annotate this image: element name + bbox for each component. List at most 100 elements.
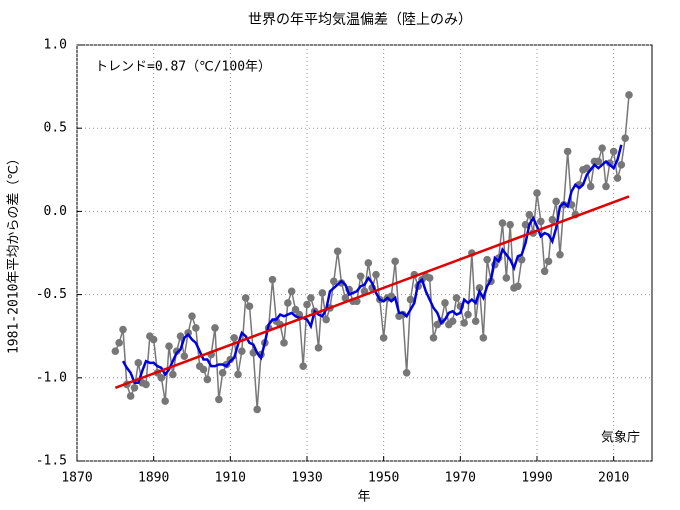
data-point (429, 334, 438, 342)
data-point (460, 319, 468, 327)
data-point (188, 312, 196, 321)
data-point (441, 299, 449, 307)
data-point (471, 317, 480, 326)
data-point (287, 287, 296, 296)
data-point (613, 174, 622, 182)
data-point (540, 267, 549, 276)
data-point (356, 272, 365, 281)
x-tick-label: 1970 (445, 471, 476, 486)
data-point (425, 274, 434, 282)
data-point (226, 355, 235, 364)
data-point (341, 294, 350, 302)
data-point (192, 324, 200, 332)
x-axis-label: 年 (357, 490, 370, 505)
data-point (180, 352, 189, 360)
data-point (134, 359, 143, 367)
x-tick-label: 1990 (521, 471, 552, 486)
data-point (498, 219, 507, 227)
data-point (333, 247, 342, 256)
data-point (119, 325, 127, 334)
data-point (502, 274, 511, 282)
data-point (318, 289, 327, 297)
y-tick-label: 0.5 (44, 121, 67, 136)
data-point (391, 257, 399, 266)
y-tick-label: 0.0 (44, 204, 67, 219)
data-point (537, 217, 545, 226)
data-point (586, 182, 595, 191)
data-point (245, 302, 254, 311)
data-point (203, 375, 212, 384)
data-point (448, 317, 457, 326)
data-point (517, 255, 526, 264)
data-point (552, 197, 560, 206)
data-point (514, 282, 522, 291)
data-point (322, 315, 330, 324)
data-point (330, 277, 338, 286)
data-point (506, 220, 514, 229)
data-point (115, 339, 123, 347)
data-point (617, 161, 626, 169)
annotation: 気象庁 (601, 430, 640, 446)
data-point (406, 295, 415, 304)
y-tick-label: -0.5 (36, 287, 67, 302)
data-point (211, 324, 219, 332)
data-point (583, 164, 591, 172)
data-point (218, 369, 227, 377)
data-point (215, 395, 223, 404)
data-point (299, 362, 307, 370)
data-point (130, 383, 139, 392)
data-point (280, 339, 288, 347)
data-point (172, 347, 181, 355)
x-tick-label: 1890 (138, 471, 169, 486)
series-line (114, 94, 630, 410)
data-point (169, 370, 177, 379)
data-point (372, 270, 380, 279)
x-tick-label: 2010 (598, 471, 629, 486)
data-point (525, 210, 534, 219)
y-tick-label: -1.0 (36, 370, 67, 385)
data-point (161, 397, 169, 405)
y-axis-label: 1981-2010年平均からの差（℃） (7, 152, 22, 354)
data-point (234, 370, 242, 379)
data-point (284, 299, 292, 307)
x-tick-label: 1930 (291, 471, 322, 486)
x-tick-label: 1910 (215, 471, 246, 486)
data-point (594, 157, 603, 166)
data-point (157, 374, 166, 382)
data-point (563, 147, 572, 156)
data-point (111, 347, 120, 355)
data-point (533, 189, 541, 197)
data-point (253, 405, 261, 414)
data-point (307, 294, 315, 302)
data-point (379, 334, 388, 342)
data-point (149, 335, 158, 344)
data-point (475, 284, 484, 292)
data-point (464, 310, 472, 319)
data-point (598, 144, 606, 152)
annotation: トレンド=0.87（℃/100年） (95, 60, 271, 75)
data-point (544, 257, 553, 266)
data-point (126, 392, 135, 400)
data-point (268, 275, 277, 284)
data-point (483, 255, 491, 264)
data-point (238, 347, 246, 355)
y-tick-label: 1.0 (44, 38, 67, 53)
data-point (548, 215, 557, 224)
data-point (230, 334, 238, 342)
data-point (314, 344, 323, 352)
data-point (602, 182, 610, 191)
data-point (402, 369, 411, 377)
data-point (165, 342, 173, 350)
data-point (303, 300, 311, 309)
data-point (479, 334, 488, 342)
data-point (142, 380, 150, 389)
y-tick-label: -1.5 (36, 454, 67, 469)
data-point (560, 200, 568, 209)
x-tick-label: 1950 (368, 471, 399, 486)
trend-line (114, 195, 630, 389)
chart-title: 世界の年平均気温偏差（陸上のみ） (248, 12, 472, 28)
x-tick-label: 1870 (61, 471, 92, 486)
data-point (625, 91, 633, 99)
data-point (609, 147, 618, 156)
